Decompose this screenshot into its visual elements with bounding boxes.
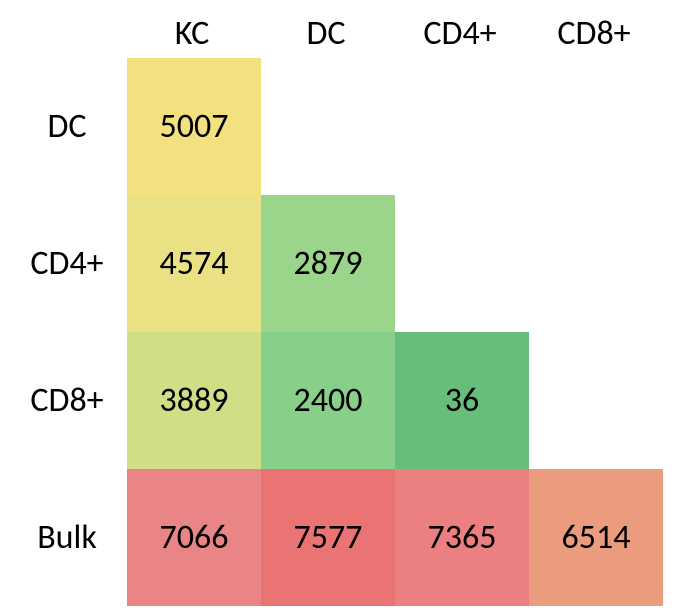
row-label: CD8+ [5, 332, 127, 469]
heatmap-cell-blank [395, 58, 529, 195]
column-header: KC [125, 0, 259, 58]
heatmap-row: DC5007 [5, 58, 663, 195]
column-header: CD4+ [393, 0, 527, 58]
heatmap-figure: KCDCCD4+CD8+DC5007CD4+45742879CD8+388924… [0, 0, 675, 609]
heatmap-cell: 5007 [127, 58, 261, 195]
heatmap-cell: 6514 [529, 469, 663, 606]
heatmap-cell-blank [395, 195, 529, 332]
heatmap-cell: 7577 [261, 469, 395, 606]
heatmap-cell-blank [529, 58, 663, 195]
row-label: Bulk [5, 469, 127, 606]
row-label: DC [5, 58, 127, 195]
corner-spacer [5, 0, 125, 54]
heatmap-row: Bulk7066757773656514 [5, 469, 663, 606]
heatmap-cell: 4574 [127, 195, 261, 332]
heatmap-cell: 7365 [395, 469, 529, 606]
heatmap-cell: 3889 [127, 332, 261, 469]
row-label: CD4+ [5, 195, 127, 332]
column-header-row: KCDCCD4+CD8+ [5, 0, 663, 58]
heatmap-cell: 2400 [261, 332, 395, 469]
column-header: CD8+ [527, 0, 661, 58]
heatmap-cell: 7066 [127, 469, 261, 606]
heatmap-cell: 36 [395, 332, 529, 469]
heatmap-cell: 2879 [261, 195, 395, 332]
heatmap-grid: KCDCCD4+CD8+DC5007CD4+45742879CD8+388924… [5, 0, 663, 606]
heatmap-row: CD4+45742879 [5, 195, 663, 332]
heatmap-cell-blank [529, 195, 663, 332]
heatmap-cell-blank [261, 58, 395, 195]
column-header: DC [259, 0, 393, 58]
heatmap-cell-blank [529, 332, 663, 469]
heatmap-row: CD8+3889240036 [5, 332, 663, 469]
